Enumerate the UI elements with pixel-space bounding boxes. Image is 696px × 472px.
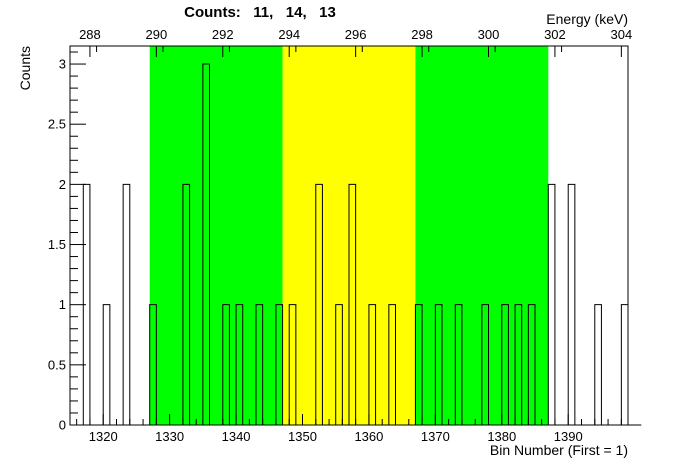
y-tick-label: 0 (59, 418, 66, 433)
y-tick-label: 1.5 (48, 237, 66, 252)
energy-tick-label: 300 (478, 27, 500, 42)
y-tick-label: 2 (59, 177, 66, 192)
energy-tick-label: 296 (345, 27, 367, 42)
energy-tick-label: 304 (611, 27, 633, 42)
energy-tick-label: 290 (146, 27, 168, 42)
chart-title: Counts: 11, 14, 13 (184, 4, 336, 21)
x-tick-label: 1360 (354, 429, 383, 444)
x-tick-label: 1350 (288, 429, 317, 444)
highlight-region-1 (149, 46, 283, 425)
x-tick-label: 1330 (155, 429, 184, 444)
energy-tick-label: 302 (544, 27, 566, 42)
x-tick-label: 1370 (421, 429, 450, 444)
y-tick-label: 2.5 (48, 117, 66, 132)
energy-tick-label: 288 (79, 27, 101, 42)
x-axis-label: Bin Number (First = 1) (490, 442, 628, 458)
y-tick-label: 3 (59, 57, 66, 72)
energy-tick-label: 292 (212, 27, 234, 42)
energy-axis-label: Energy (keV) (546, 11, 628, 27)
x-tick-label: 1340 (222, 429, 251, 444)
y-axis-label: Counts (17, 46, 33, 90)
x-tick-label: 1390 (554, 429, 583, 444)
x-tick-label: 1320 (89, 429, 118, 444)
energy-tick-label: 298 (411, 27, 433, 42)
x-tick-label: 1380 (487, 429, 516, 444)
y-tick-label: 1 (59, 297, 66, 312)
y-tick-label: 0.5 (48, 357, 66, 372)
energy-tick-label: 294 (278, 27, 300, 42)
plot-frame (69, 45, 629, 426)
